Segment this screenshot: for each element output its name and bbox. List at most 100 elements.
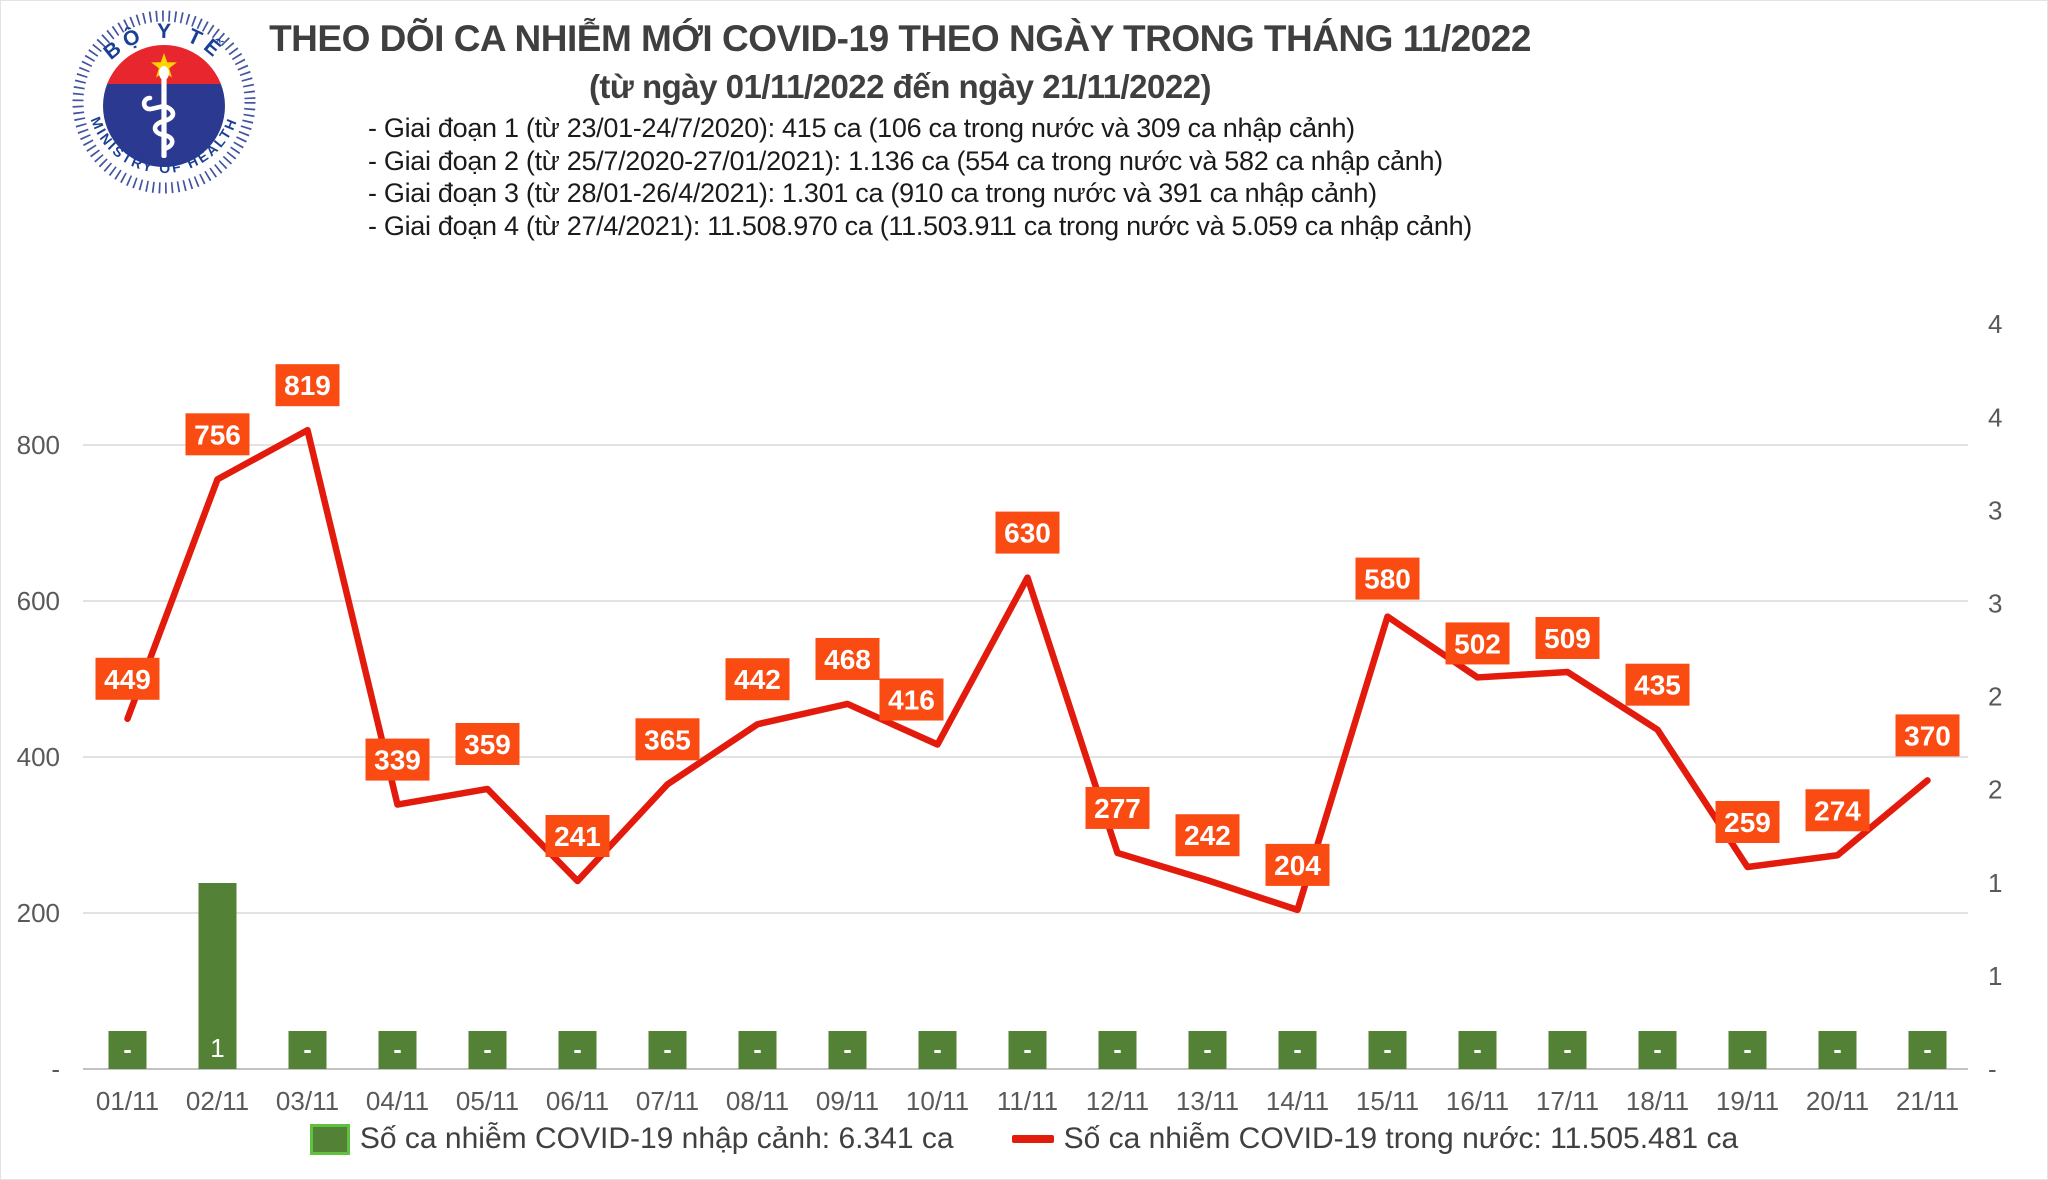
x-axis-label: 01/11 bbox=[96, 1086, 159, 1116]
domestic-cases-line bbox=[124, 426, 1931, 914]
line-data-label: 509 bbox=[1544, 623, 1591, 654]
line-data-label-box bbox=[1175, 814, 1240, 857]
y-axis-right-label: 1 bbox=[1988, 961, 2002, 991]
line-data-label-box bbox=[365, 738, 430, 781]
imported-cases-zero-label-box bbox=[1458, 1031, 1497, 1069]
bar-data-label: - bbox=[1473, 1036, 1481, 1064]
imported-cases-zero-label-box bbox=[738, 1031, 777, 1069]
line-data-label: 259 bbox=[1724, 807, 1771, 838]
line-data-label: 416 bbox=[888, 685, 935, 716]
y-axis-left-label: 800 bbox=[17, 430, 60, 460]
line-data-label: 242 bbox=[1184, 820, 1231, 851]
line-data-label: 365 bbox=[644, 724, 691, 755]
line-data-label: 502 bbox=[1454, 628, 1501, 659]
imported-cases-zero-label-box bbox=[1638, 1031, 1677, 1069]
bar-data-label: - bbox=[1743, 1036, 1751, 1064]
y-axis-left-label: - bbox=[51, 1054, 60, 1084]
line-data-label: 449 bbox=[104, 664, 151, 695]
imported-cases-zero-label-box bbox=[558, 1031, 597, 1069]
x-axis-label: 11/11 bbox=[997, 1086, 1058, 1116]
bar-data-label: 1 bbox=[210, 1033, 224, 1063]
line-data-label-box bbox=[1355, 557, 1420, 600]
line-data-label: 630 bbox=[1004, 518, 1051, 549]
x-axis-label: 09/11 bbox=[816, 1086, 879, 1116]
line-data-label: 204 bbox=[1274, 850, 1321, 881]
bar-data-label: - bbox=[1923, 1036, 1931, 1064]
y-axis-left-label: 200 bbox=[17, 898, 60, 928]
y-axis-right-label: 2 bbox=[1988, 775, 2002, 805]
imported-cases-zero-label-box bbox=[918, 1031, 957, 1069]
line-data-label-box bbox=[95, 657, 160, 700]
imported-cases-zero-label-box bbox=[1368, 1031, 1407, 1069]
line-data-label: 580 bbox=[1364, 564, 1411, 595]
bar-data-label: - bbox=[1563, 1036, 1571, 1064]
imported-cases-zero-label-box bbox=[1908, 1031, 1947, 1069]
legend-item-domestic: Số ca nhiễm COVID-19 trong nước: 11.505.… bbox=[1011, 1122, 1739, 1156]
x-axis-label: 14/11 bbox=[1266, 1086, 1329, 1116]
y-axis-left-label: 400 bbox=[17, 742, 60, 772]
logo-ray-ring bbox=[72, 10, 256, 194]
x-axis-label: 03/11 bbox=[276, 1086, 339, 1116]
imported-cases-zero-label-box bbox=[288, 1031, 327, 1069]
imported-cases-zero-label-box bbox=[1098, 1031, 1137, 1069]
y-axis-left-label: 600 bbox=[17, 586, 60, 616]
line-data-label-box bbox=[1265, 843, 1330, 886]
x-axis-label: 02/11 bbox=[186, 1086, 249, 1116]
bar-data-label: - bbox=[573, 1036, 581, 1064]
bar-data-label: - bbox=[1023, 1036, 1031, 1064]
line-data-label-box bbox=[275, 364, 340, 407]
period-4-line: - Giai đoạn 4 (từ 27/4/2021): 11.508.970… bbox=[367, 210, 1472, 241]
legend-imported-label: Số ca nhiễm COVID-19 nhập cảnh: 6.341 ca bbox=[359, 1122, 954, 1155]
line-data-label: 277 bbox=[1094, 793, 1141, 824]
y-axis-right-label: 3 bbox=[1988, 589, 2002, 619]
bar-data-label: - bbox=[303, 1036, 311, 1064]
line-data-label-box bbox=[815, 637, 880, 680]
y-axis-right-label: 1 bbox=[1988, 868, 2002, 898]
line-data-label-box bbox=[1805, 789, 1870, 832]
chart-legend: Số ca nhiễm COVID-19 nhập cảnh: 6.341 ca… bbox=[0, 1122, 2048, 1156]
x-axis-label: 19/11 bbox=[1716, 1086, 1779, 1116]
y-axis-right-label: - bbox=[1988, 1054, 1997, 1084]
x-axis-label: 20/11 bbox=[1806, 1086, 1869, 1116]
imported-cases-zero-label-box bbox=[468, 1031, 507, 1069]
imported-cases-zero-label-box bbox=[1818, 1031, 1857, 1069]
line-data-label-box bbox=[545, 815, 610, 858]
x-axis-label: 13/11 bbox=[1176, 1086, 1239, 1116]
line-data-label: 274 bbox=[1814, 795, 1861, 826]
bar-data-label: - bbox=[663, 1036, 671, 1064]
imported-cases-zero-label-box bbox=[1278, 1031, 1317, 1069]
x-axis-label: 07/11 bbox=[636, 1086, 699, 1116]
page-subtitle: (từ ngày 01/11/2022 đến ngày 21/11/2022) bbox=[588, 68, 1212, 105]
bar-data-label: - bbox=[1833, 1036, 1841, 1064]
logo-staff-icon bbox=[141, 66, 176, 158]
x-axis-label: 12/11 bbox=[1086, 1086, 1149, 1116]
line-data-label-box bbox=[879, 678, 944, 721]
legend-bar-swatch bbox=[309, 1123, 350, 1155]
line-data-label-box bbox=[725, 658, 790, 701]
bar-data-label: - bbox=[123, 1036, 131, 1064]
line-data-label: 468 bbox=[824, 644, 871, 675]
legend-domestic-label: Số ca nhiễm COVID-19 trong nước: 11.505.… bbox=[1063, 1122, 1739, 1155]
line-data-label: 756 bbox=[194, 419, 241, 450]
bar-data-label: - bbox=[483, 1036, 491, 1064]
line-data-label-box bbox=[995, 511, 1060, 554]
x-axis-label: 18/11 bbox=[1626, 1086, 1689, 1116]
x-axis-label: 17/11 bbox=[1536, 1086, 1599, 1116]
line-data-label: 435 bbox=[1634, 670, 1681, 701]
bar-data-label: - bbox=[933, 1036, 941, 1064]
x-axis-label: 04/11 bbox=[366, 1086, 429, 1116]
bar-data-label: - bbox=[843, 1036, 851, 1064]
line-data-label: 819 bbox=[284, 370, 331, 401]
bar-data-label: - bbox=[1383, 1036, 1391, 1064]
line-data-label-box bbox=[1445, 622, 1510, 665]
line-data-label-box bbox=[1895, 714, 1960, 757]
y-axis-right-label: 4 bbox=[1988, 402, 2002, 432]
line-data-label: 339 bbox=[374, 745, 421, 776]
x-axis-label: 06/11 bbox=[546, 1086, 609, 1116]
bar-data-label: - bbox=[1653, 1036, 1661, 1064]
legend-line-swatch bbox=[1011, 1135, 1054, 1143]
line-data-label-box bbox=[1085, 786, 1150, 829]
imported-cases-zero-label-box bbox=[648, 1031, 687, 1069]
x-axis-label: 08/11 bbox=[726, 1086, 789, 1116]
imported-cases-zero-label-box bbox=[1548, 1031, 1587, 1069]
